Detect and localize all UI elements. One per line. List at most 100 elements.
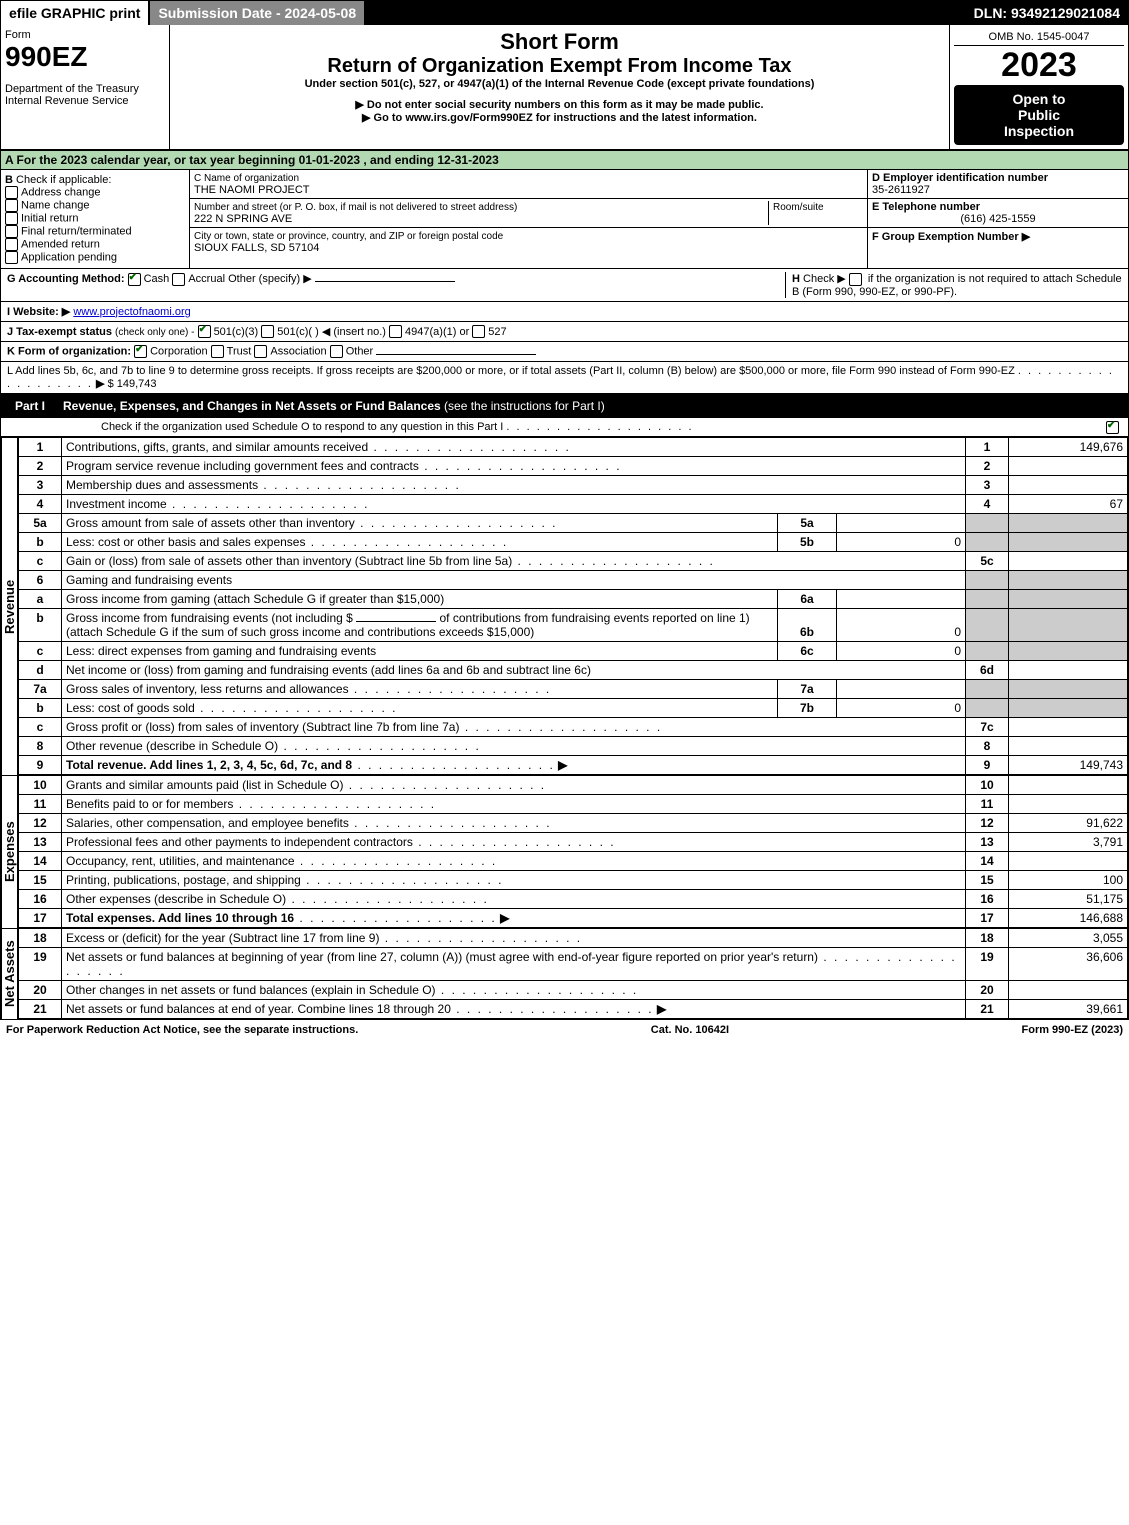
- c-city-label: City or town, state or province, country…: [194, 231, 503, 242]
- initial-return-label: Initial return: [21, 212, 78, 224]
- line-1: 1Contributions, gifts, grants, and simil…: [19, 438, 1128, 457]
- info-block: B Check if applicable: Address change Na…: [1, 170, 1128, 269]
- checkbox-schedule-b[interactable]: [849, 273, 862, 286]
- header-right: OMB No. 1545-0047 2023 Open to Public In…: [949, 25, 1128, 149]
- line-16: 16Other expenses (describe in Schedule O…: [19, 890, 1128, 909]
- line-18: 18Excess or (deficit) for the year (Subt…: [19, 929, 1128, 948]
- website-link[interactable]: www.projectofnaomi.org: [73, 306, 190, 318]
- part-1-title: Revenue, Expenses, and Changes in Net As…: [63, 399, 441, 413]
- d-label: D Employer identification number: [872, 172, 1048, 184]
- checkbox-other-org[interactable]: [330, 345, 343, 358]
- f-label: F Group Exemption Number: [872, 231, 1019, 243]
- k-label: K Form of organization:: [7, 346, 131, 358]
- j-label: J Tax-exempt status: [7, 326, 112, 338]
- form-990ez-page: efile GRAPHIC print Submission Date - 20…: [0, 0, 1129, 1020]
- irs-label: Internal Revenue Service: [5, 95, 165, 107]
- short-form-title: Short Form: [174, 29, 945, 55]
- l-arrow: ▶: [96, 378, 104, 390]
- part-1-check-text: Check if the organization used Schedule …: [101, 421, 503, 433]
- checkbox-527[interactable]: [472, 325, 485, 338]
- i-label: I Website: ▶: [7, 306, 70, 318]
- checkbox-name-change[interactable]: [5, 199, 18, 212]
- section-g: G Accounting Method: Cash Accrual Other …: [7, 272, 785, 298]
- subtitle: Under section 501(c), 527, or 4947(a)(1)…: [174, 78, 945, 90]
- checkbox-amended-return[interactable]: [5, 238, 18, 251]
- amended-return-label: Amended return: [21, 238, 100, 250]
- return-title: Return of Organization Exempt From Incom…: [174, 55, 945, 78]
- other-method-label: Other (specify) ▶: [228, 273, 312, 285]
- part-1-header: Part I Revenue, Expenses, and Changes in…: [1, 394, 1128, 418]
- header-left: Form 990EZ Department of the Treasury In…: [1, 25, 170, 149]
- app-pending-label: Application pending: [21, 251, 117, 263]
- line-4: 4Investment income467: [19, 495, 1128, 514]
- row-k: K Form of organization: Corporation Trus…: [1, 342, 1128, 362]
- dept-label: Department of the Treasury: [5, 83, 165, 95]
- checkbox-application-pending[interactable]: [5, 251, 18, 264]
- k-assoc: Association: [270, 346, 326, 358]
- row-j: J Tax-exempt status (check only one) - 5…: [1, 322, 1128, 343]
- checkbox-4947[interactable]: [389, 325, 402, 338]
- revenue-table: 1Contributions, gifts, grants, and simil…: [18, 437, 1128, 775]
- j-501c3: 501(c)(3): [214, 326, 259, 338]
- checkbox-association[interactable]: [254, 345, 267, 358]
- b-check-label: Check if applicable:: [16, 174, 111, 186]
- form-word: Form: [5, 29, 165, 41]
- checkbox-501c3[interactable]: [198, 325, 211, 338]
- expenses-side-label: Expenses: [1, 775, 18, 928]
- name-change-label: Name change: [21, 199, 90, 211]
- line-21: 21Net assets or fund balances at end of …: [19, 1000, 1128, 1019]
- checkbox-trust[interactable]: [211, 345, 224, 358]
- l-text: L Add lines 5b, 6c, and 7b to line 9 to …: [7, 365, 1015, 377]
- line-6b: bGross income from fundraising events (n…: [19, 609, 1128, 642]
- checkbox-cash[interactable]: [128, 273, 141, 286]
- line-7a: 7aGross sales of inventory, less returns…: [19, 680, 1128, 699]
- efile-label: efile GRAPHIC print: [1, 1, 150, 25]
- goto-link[interactable]: ▶ Go to www.irs.gov/Form990EZ for instru…: [174, 111, 945, 124]
- line-13: 13Professional fees and other payments t…: [19, 833, 1128, 852]
- checkbox-corporation[interactable]: [134, 345, 147, 358]
- h-text1: Check ▶: [803, 273, 846, 285]
- checkbox-final-return[interactable]: [5, 225, 18, 238]
- checkbox-address-change[interactable]: [5, 186, 18, 199]
- goto-text[interactable]: ▶ Go to www.irs.gov/Form990EZ for instru…: [362, 112, 757, 124]
- b-label: B: [5, 174, 13, 186]
- line-7c: cGross profit or (loss) from sales of in…: [19, 718, 1128, 737]
- section-def: D Employer identification number 35-2611…: [868, 170, 1128, 268]
- header-mid: Short Form Return of Organization Exempt…: [170, 25, 949, 149]
- e-label: E Telephone number: [872, 201, 980, 213]
- page-footer: For Paperwork Reduction Act Notice, see …: [0, 1020, 1129, 1040]
- h-label: H: [792, 273, 800, 285]
- checkbox-schedule-o-part1[interactable]: [1106, 421, 1119, 434]
- inspection-line2: Public: [960, 107, 1118, 123]
- inspection-box: Open to Public Inspection: [954, 85, 1124, 145]
- checkbox-accrual[interactable]: [172, 273, 185, 286]
- checkbox-initial-return[interactable]: [5, 212, 18, 225]
- org-street: 222 N SPRING AVE: [194, 213, 292, 225]
- l-amount: $ 149,743: [108, 378, 157, 390]
- netassets-table: 18Excess or (deficit) for the year (Subt…: [18, 928, 1128, 1019]
- line-3: 3Membership dues and assessments3: [19, 476, 1128, 495]
- f-arrow: ▶: [1022, 231, 1030, 243]
- top-bar: efile GRAPHIC print Submission Date - 20…: [1, 1, 1128, 25]
- inspection-line3: Inspection: [960, 123, 1118, 139]
- tax-year: 2023: [954, 46, 1124, 85]
- accrual-label: Accrual: [188, 273, 225, 285]
- omb-number: OMB No. 1545-0047: [954, 29, 1124, 46]
- inspection-line1: Open to: [960, 91, 1118, 107]
- k-other: Other: [346, 346, 374, 358]
- expenses-section: Expenses 10Grants and similar amounts pa…: [1, 775, 1128, 928]
- g-label: G Accounting Method:: [7, 273, 125, 285]
- footer-mid: Cat. No. 10642I: [651, 1024, 729, 1036]
- section-h: H Check ▶ if the organization is not req…: [785, 272, 1122, 298]
- line-20: 20Other changes in net assets or fund ba…: [19, 981, 1128, 1000]
- ein-value: 35-2611927: [872, 184, 930, 196]
- part-1-check: Check if the organization used Schedule …: [1, 418, 1128, 437]
- revenue-side-label: Revenue: [1, 437, 18, 775]
- c-street-label: Number and street (or P. O. box, if mail…: [194, 202, 517, 213]
- netassets-side-label: Net Assets: [1, 928, 18, 1019]
- section-b: B Check if applicable: Address change Na…: [1, 170, 190, 268]
- j-sub: (check only one) -: [115, 327, 194, 338]
- line-8: 8Other revenue (describe in Schedule O)8: [19, 737, 1128, 756]
- line-5a: 5aGross amount from sale of assets other…: [19, 514, 1128, 533]
- checkbox-501c[interactable]: [261, 325, 274, 338]
